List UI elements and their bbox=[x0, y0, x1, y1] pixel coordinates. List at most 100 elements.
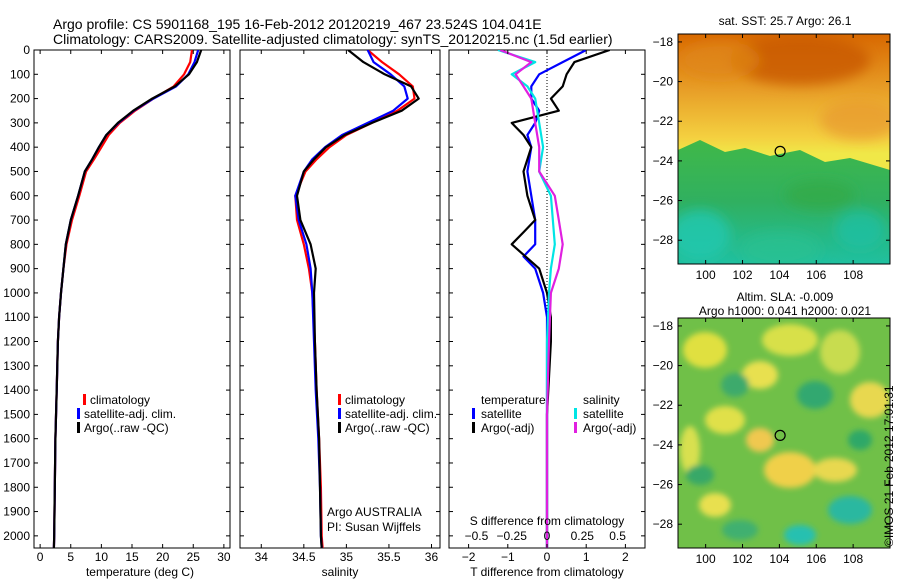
s-difference-tick-label: −0.5 bbox=[465, 529, 489, 543]
depth-tick-label: 0 bbox=[23, 43, 30, 57]
legend-label-satellite: satellite-adj. clim. bbox=[345, 407, 437, 421]
legend-swatch-s-argo bbox=[574, 422, 577, 433]
sst-map-y-tick-label: −22 bbox=[653, 114, 674, 128]
temperature-x-tick-label: 10 bbox=[95, 550, 109, 564]
sst-map-float-marker bbox=[774, 145, 786, 157]
difference-legend: temperature salinity satellite Argo(-adj… bbox=[472, 393, 636, 435]
temperature-series-satellite bbox=[52, 50, 200, 548]
depth-tick-label: 500 bbox=[10, 164, 30, 178]
sla-map-x-tick-label: 108 bbox=[843, 552, 863, 566]
salinity-axis-label: salinity bbox=[322, 565, 359, 579]
depth-tick-label: 1400 bbox=[3, 383, 30, 397]
legend-swatch-t-argo bbox=[472, 422, 475, 433]
legend-label-s-satellite: satellite bbox=[583, 407, 624, 421]
legend-swatch-t-satellite bbox=[472, 408, 475, 419]
legend-label-s-argo: Argo(-adj) bbox=[583, 421, 636, 435]
temperature-axis-label: temperature (deg C) bbox=[86, 565, 194, 579]
legend-label-t-satellite: satellite bbox=[481, 407, 522, 421]
legend-swatch-climatology bbox=[338, 394, 341, 405]
sst-map-x-tick-label: 108 bbox=[843, 268, 863, 282]
temperature-series-argo bbox=[52, 50, 203, 548]
s-difference-tick-label: 0.5 bbox=[609, 529, 626, 543]
depth-tick-label: 1600 bbox=[3, 432, 30, 446]
legend-label-climatology: climatology bbox=[90, 393, 150, 407]
salinity-x-tick-label: 34 bbox=[255, 550, 269, 564]
sla-map-title: Altim. SLA: -0.009 bbox=[737, 290, 834, 304]
legend-swatch-climatology bbox=[83, 394, 86, 405]
sst-map-title: sat. SST: 25.7 Argo: 26.1 bbox=[719, 14, 852, 28]
depth-tick-label: 400 bbox=[10, 140, 30, 154]
salinity-x-tick-label: 36 bbox=[425, 550, 439, 564]
legend-swatch-argo bbox=[338, 422, 341, 433]
depth-tick-label: 200 bbox=[10, 92, 30, 106]
s-difference-axis-label: S difference from climatology bbox=[470, 514, 625, 528]
difference-x-tick-label: 2 bbox=[622, 550, 629, 564]
depth-tick-label: 1100 bbox=[4, 310, 30, 324]
depth-tick-label: 1200 bbox=[3, 335, 30, 349]
sst-map-y-tick-label: −24 bbox=[653, 154, 674, 168]
difference-series-s-argo bbox=[499, 50, 564, 548]
sla-map-subtitle: Argo h1000: 0.041 h2000: 0.021 bbox=[699, 304, 871, 318]
salinity-series-satellite bbox=[294, 50, 409, 548]
sst-map-x-tick-label: 102 bbox=[733, 268, 753, 282]
sla-map-float-marker bbox=[774, 429, 786, 441]
s-difference-tick-label: 0.25 bbox=[571, 529, 595, 543]
sla-map-y-tick-label: −28 bbox=[653, 517, 674, 531]
sst-map-frame bbox=[677, 33, 891, 265]
sla-map-frame bbox=[677, 317, 891, 549]
legend-label-argo: Argo(..raw -QC) bbox=[84, 421, 169, 435]
s-difference-tick-label: 0 bbox=[544, 529, 551, 543]
depth-tick-label: 1300 bbox=[3, 359, 30, 373]
temperature-plot-frame bbox=[33, 49, 231, 549]
sst-map-y-tick-label: −28 bbox=[653, 233, 674, 247]
legend-label-argo: Argo(..raw -QC) bbox=[345, 421, 430, 435]
depth-tick-label: 600 bbox=[10, 189, 30, 203]
depth-tick-label: 100 bbox=[10, 67, 30, 81]
imos-timestamp: ©IMOS 21-Feb-2012 17:01:31 bbox=[882, 385, 896, 547]
depth-tick-label: 1800 bbox=[3, 480, 30, 494]
annotation-argo-australia: Argo AUSTRALIA bbox=[327, 505, 422, 519]
sla-map-x-tick-label: 102 bbox=[733, 552, 753, 566]
sla-map-y-tick-label: −24 bbox=[653, 438, 674, 452]
sla-map-y-tick-label: −26 bbox=[653, 478, 674, 492]
temperature-x-tick-label: 20 bbox=[156, 550, 170, 564]
salinity-legend: climatology satellite-adj. clim. Argo(..… bbox=[338, 393, 437, 435]
depth-tick-label: 2000 bbox=[3, 529, 30, 543]
temperature-x-tick-label: 15 bbox=[125, 550, 139, 564]
depth-tick-label: 300 bbox=[10, 116, 30, 130]
difference-x-tick-label: −2 bbox=[462, 550, 476, 564]
sla-map-x-tick-label: 106 bbox=[806, 552, 826, 566]
sst-map-y-tick-label: −26 bbox=[653, 194, 674, 208]
sla-map-y-tick-label: −18 bbox=[653, 319, 674, 333]
sla-map-y-tick-label: −20 bbox=[653, 359, 674, 373]
temperature-x-tick-label: 30 bbox=[217, 550, 231, 564]
temperature-x-tick-label: 0 bbox=[37, 550, 44, 564]
legend-swatch-satellite bbox=[77, 408, 80, 419]
legend-swatch-s-satellite bbox=[574, 408, 577, 419]
sst-map-x-tick-label: 106 bbox=[806, 268, 826, 282]
legend-group-temperature: temperature bbox=[481, 393, 546, 407]
figure-title-line2: Climatology: CARS2009. Satellite-adjuste… bbox=[53, 31, 613, 47]
sst-map-y-tick-label: −20 bbox=[653, 75, 674, 89]
sst-map-y-tick-label: −18 bbox=[653, 35, 674, 49]
s-difference-tick-label: −0.25 bbox=[497, 529, 528, 543]
legend-label-t-argo: Argo(-adj) bbox=[481, 421, 534, 435]
salinity-x-tick-label: 35 bbox=[340, 550, 354, 564]
sla-map-x-tick-label: 104 bbox=[769, 552, 789, 566]
legend-label-satellite: satellite-adj. clim. bbox=[84, 407, 176, 421]
temperature-x-tick-label: 5 bbox=[67, 550, 74, 564]
temperature-series-climatology bbox=[52, 50, 194, 548]
salinity-x-tick-label: 35.5 bbox=[377, 550, 401, 564]
depth-tick-label: 1700 bbox=[3, 456, 30, 470]
sst-map-x-tick-label: 104 bbox=[769, 268, 789, 282]
difference-series-t-argo bbox=[510, 50, 611, 548]
legend-swatch-argo bbox=[77, 422, 80, 433]
legend-group-salinity: salinity bbox=[583, 393, 620, 407]
legend-swatch-satellite bbox=[338, 408, 341, 419]
sst-map-x-tick-label: 100 bbox=[696, 268, 716, 282]
depth-tick-label: 1000 bbox=[3, 286, 30, 300]
salinity-plot-frame bbox=[239, 49, 441, 549]
difference-series-t-satellite bbox=[522, 50, 587, 548]
depth-tick-label: 1900 bbox=[3, 505, 30, 519]
